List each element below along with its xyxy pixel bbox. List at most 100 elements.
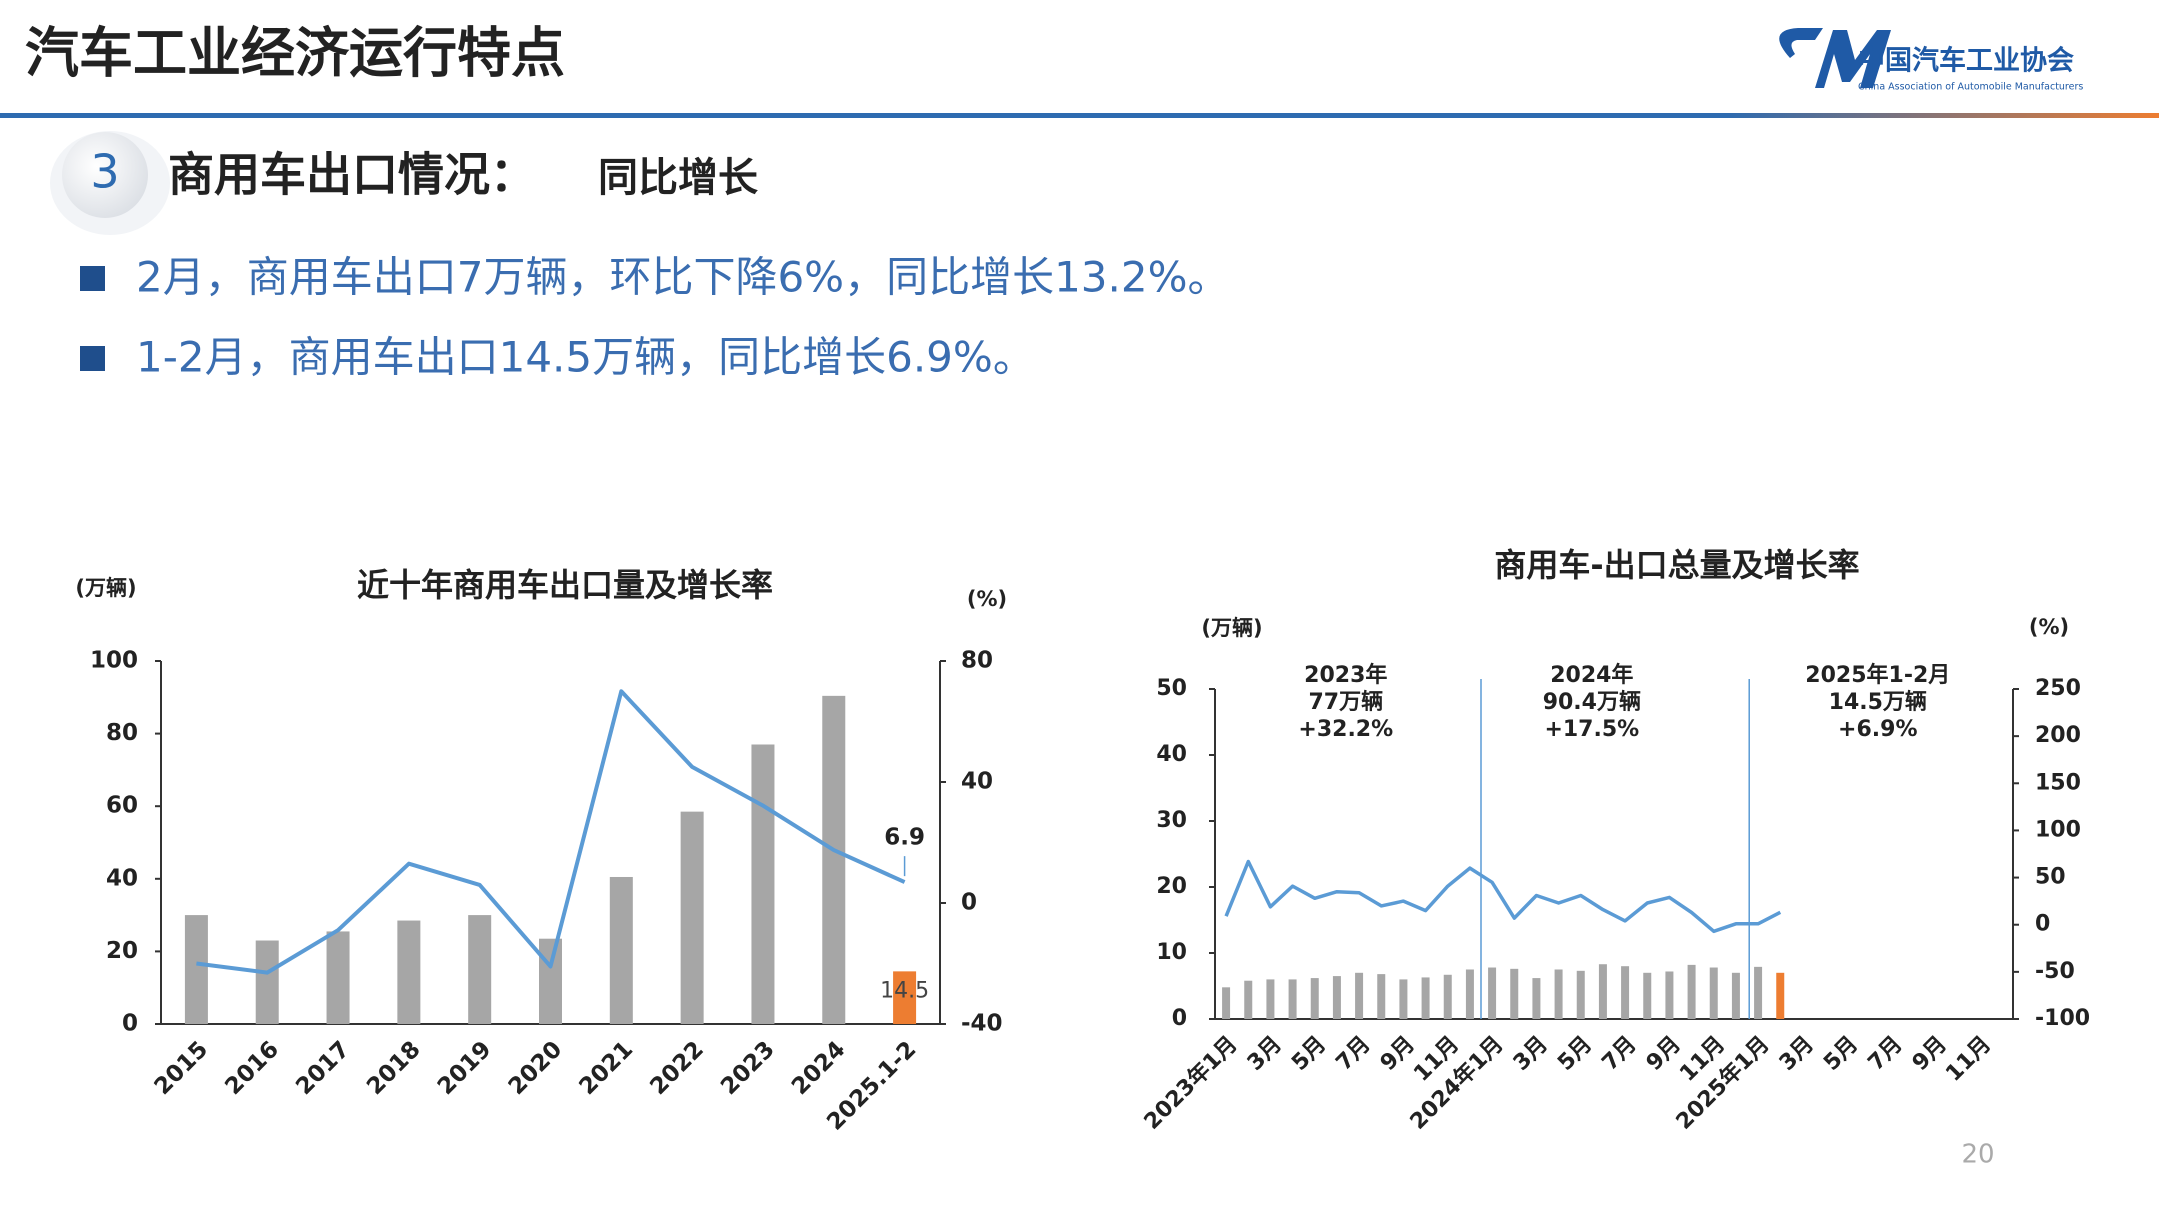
- page-number: 20: [1961, 1140, 1994, 1170]
- y2-tick-label: -100: [2035, 1006, 2090, 1031]
- bullet-marker: [80, 266, 105, 291]
- annotation: 2025年1-2月: [1805, 662, 1950, 688]
- y2-tick-label: 250: [2035, 676, 2081, 701]
- org-name-en: China Association of Automobile Manufact…: [1858, 82, 2083, 93]
- y-tick-label: 50: [1156, 676, 1187, 701]
- bar: [1377, 974, 1386, 1019]
- x-tick-label: 2017: [291, 1036, 355, 1100]
- bar: [1510, 968, 1519, 1019]
- section-number: 3: [90, 145, 119, 199]
- bar: [751, 744, 775, 1024]
- y-axis-label: (万辆): [75, 576, 136, 600]
- x-tick-label: 7月: [1598, 1032, 1642, 1076]
- x-tick-label: 2023年1月: [1139, 1031, 1243, 1135]
- y-tick-label: 40: [106, 865, 138, 891]
- x-tick-label: 5月: [1819, 1032, 1863, 1076]
- header-rule: [0, 113, 2159, 118]
- x-tick-label: 5月: [1287, 1032, 1331, 1076]
- x-tick-label: 7月: [1864, 1032, 1908, 1076]
- y2-tick-label: 50: [2035, 865, 2066, 890]
- annotation: 77万辆: [1308, 689, 1383, 715]
- bar: [1266, 979, 1275, 1019]
- y-tick-label: 40: [1156, 742, 1187, 767]
- bar: [1399, 979, 1408, 1019]
- bar: [1754, 966, 1763, 1019]
- bar: [1465, 969, 1474, 1019]
- y-tick-label: 0: [122, 1011, 138, 1037]
- bar: [1355, 972, 1364, 1019]
- bar: [1443, 974, 1452, 1019]
- chart-title: 商用车-出口总量及增长率: [1494, 546, 1859, 584]
- data-label: 14.5: [880, 978, 929, 1003]
- bar: [1421, 977, 1430, 1019]
- bar: [326, 931, 350, 1024]
- y-axis-label: (万辆): [1201, 616, 1262, 640]
- bar: [1310, 978, 1319, 1019]
- y-tick-label: 20: [106, 938, 138, 964]
- slide-title: 汽车工业经济运行特点: [25, 22, 565, 85]
- x-tick-label: 5月: [1553, 1032, 1597, 1076]
- chart-title: 近十年商用车出口量及增长率: [357, 566, 773, 604]
- y2-tick-label: -40: [961, 1011, 1003, 1037]
- bar: [1244, 980, 1253, 1019]
- bar: [1576, 970, 1585, 1019]
- y-tick-label: 60: [106, 793, 138, 819]
- y-tick-label: 10: [1156, 940, 1187, 965]
- annotation: +17.5%: [1544, 717, 1639, 742]
- x-tick-label: 2021: [575, 1036, 639, 1100]
- bar: [539, 938, 562, 1024]
- y2-tick-label: 100: [2035, 817, 2081, 842]
- bar: [255, 940, 279, 1024]
- y-tick-label: 0: [1172, 1006, 1187, 1031]
- x-tick-label: 2015: [150, 1036, 214, 1100]
- x-tick-label: 2023: [716, 1036, 780, 1100]
- bar: [1222, 987, 1231, 1019]
- y2-tick-label: 0: [2035, 912, 2050, 937]
- bar: [1288, 979, 1297, 1019]
- bar: [1554, 969, 1563, 1019]
- bar: [1332, 976, 1341, 1019]
- x-tick-label: 3月: [1243, 1032, 1287, 1076]
- y-tick-label: 80: [106, 720, 138, 746]
- y2-axis-label: (%): [967, 587, 1007, 611]
- y2-tick-label: 40: [961, 769, 993, 795]
- annotation: 2024年: [1550, 662, 1633, 688]
- line: [196, 689, 906, 975]
- x-tick-label: 2024: [787, 1036, 851, 1100]
- bar: [822, 695, 846, 1024]
- line: [1224, 859, 1782, 934]
- y-tick-label: 30: [1156, 808, 1187, 833]
- y-tick-label: 100: [90, 648, 138, 674]
- y-tick-label: 20: [1156, 874, 1187, 899]
- x-tick-label: 7月: [1332, 1032, 1376, 1076]
- annotation: 90.4万辆: [1543, 689, 1641, 715]
- bar: [609, 876, 633, 1024]
- bullet-marker: [80, 346, 105, 371]
- x-tick-label: 2016: [220, 1036, 284, 1100]
- annotation: +32.2%: [1298, 717, 1393, 742]
- bar: [893, 971, 917, 1024]
- bar: [397, 920, 421, 1024]
- y2-tick-label: 0: [961, 890, 977, 916]
- bar: [1776, 972, 1785, 1019]
- bullet: 2月，商用车出口7万辆，环比下降6%，同比增长13.2%。: [136, 253, 1230, 302]
- x-tick-label: 2019: [433, 1036, 497, 1100]
- y2-tick-label: 200: [2035, 723, 2081, 748]
- bullet: 1-2月，商用车出口14.5万辆，同比增长6.9%。: [136, 333, 1035, 382]
- bar: [680, 811, 704, 1024]
- bar: [1687, 964, 1696, 1019]
- x-tick-label: 2018: [362, 1036, 426, 1100]
- bar: [1731, 972, 1740, 1019]
- x-tick-label: 2022: [645, 1036, 709, 1100]
- bar: [1598, 964, 1607, 1019]
- section-subtitle: 同比增长: [598, 155, 758, 201]
- bar: [1532, 978, 1541, 1019]
- annotation: +6.9%: [1838, 717, 1917, 742]
- x-tick-label: 2020: [504, 1036, 568, 1100]
- bar: [468, 915, 492, 1024]
- x-tick-label: 3月: [1775, 1032, 1819, 1076]
- bar: [1621, 966, 1630, 1019]
- bar: [1643, 972, 1652, 1019]
- section-title: 商用车出口情况：: [168, 148, 536, 202]
